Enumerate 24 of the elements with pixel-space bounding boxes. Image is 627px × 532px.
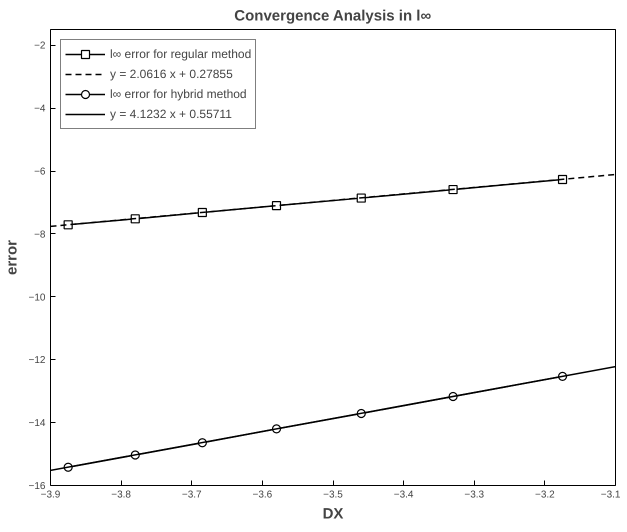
y-tick-label: −8: [34, 229, 46, 240]
y-axis-title: error: [4, 240, 21, 276]
y-tick-label: −16: [28, 481, 46, 492]
x-axis-title: DX: [322, 506, 344, 522]
legend-label: y = 4.1232 x + 0.55711: [110, 107, 232, 121]
x-tick-label: −3.5: [323, 490, 344, 500]
y-tick-label: −10: [28, 292, 46, 304]
x-tick-label: −3.8: [111, 490, 132, 500]
x-tick-label: −3.7: [182, 490, 202, 500]
legend-label: l∞ error for regular method: [110, 47, 252, 61]
x-tick-label: −3.6: [252, 490, 273, 500]
y-tick-label: −14: [28, 418, 46, 430]
x-tick-label: −3.2: [535, 490, 556, 500]
legend-label: l∞ error for hybrid method: [110, 87, 247, 101]
y-tick-label: −6: [34, 166, 46, 178]
legend-label: y = 2.0616 x + 0.27855: [110, 67, 233, 81]
y-tick-label: −12: [28, 355, 46, 366]
y-tick-label: −4: [34, 104, 46, 115]
x-tick-label: −3.9: [40, 490, 61, 500]
x-tick-label: −3.1: [600, 490, 621, 500]
chart-title: Convergence Analysis in l∞: [234, 8, 432, 24]
x-tick-label: −3.3: [464, 490, 485, 500]
x-tick-label: −3.4: [394, 490, 414, 500]
y-tick-label: −2: [34, 40, 46, 52]
